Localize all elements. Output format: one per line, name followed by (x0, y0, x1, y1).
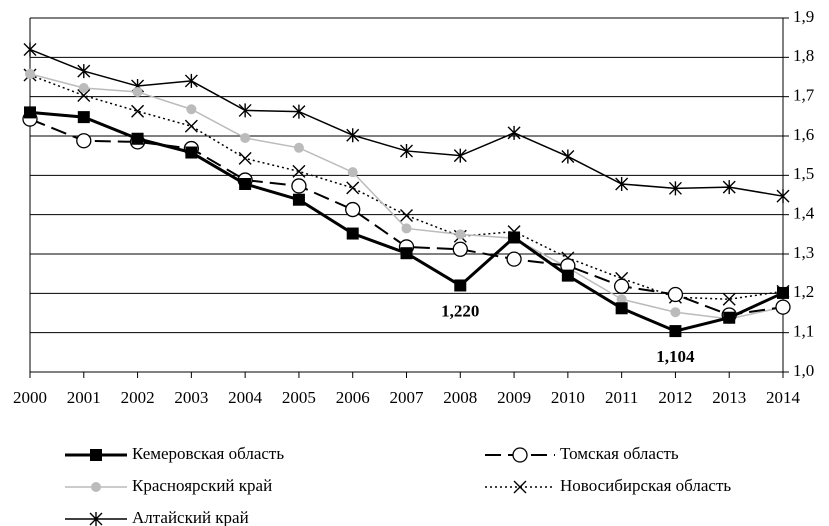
marker (77, 88, 91, 102)
x-tick-label: 2004 (228, 388, 263, 407)
series-line (29, 74, 784, 300)
marker (90, 449, 102, 461)
x-tick-label: 2013 (712, 388, 746, 407)
marker (452, 241, 468, 257)
legend-label: Красноярский край (132, 476, 272, 495)
marker (77, 64, 91, 79)
marker (561, 149, 575, 164)
marker (613, 278, 630, 294)
marker (186, 104, 197, 115)
marker (616, 294, 627, 305)
marker (292, 164, 306, 178)
data-label: 1,220 (441, 301, 479, 320)
y-tick-label: 1,3 (793, 243, 814, 262)
series-line (29, 48, 784, 197)
marker (615, 302, 628, 315)
marker (345, 201, 361, 218)
y-tick-label: 1,9 (793, 7, 814, 26)
marker (454, 279, 467, 292)
x-tick-label: 2011 (605, 388, 638, 407)
marker (238, 103, 252, 118)
marker (346, 227, 359, 240)
marker (131, 104, 145, 118)
marker (723, 311, 736, 324)
marker (131, 132, 144, 145)
x-tick-label: 2000 (13, 388, 47, 407)
x-tick-label: 2001 (67, 388, 101, 407)
marker (400, 247, 413, 260)
marker (78, 83, 89, 94)
x-tick-label: 2010 (551, 388, 585, 407)
marker (25, 68, 35, 79)
x-tick-label: 2014 (766, 388, 801, 407)
marker (132, 86, 143, 97)
marker (184, 73, 198, 88)
legend-label: Алтайский край (132, 508, 249, 526)
marker (347, 167, 358, 178)
marker (240, 132, 251, 143)
marker (185, 146, 198, 159)
marker (23, 42, 37, 57)
marker (561, 269, 574, 282)
marker (776, 189, 790, 204)
marker (89, 512, 103, 526)
marker (453, 148, 467, 163)
y-tick-label: 1,4 (793, 204, 815, 223)
x-tick-label: 2009 (497, 388, 531, 407)
marker (24, 106, 36, 119)
x-tick-label: 2005 (282, 388, 316, 407)
data-label: 1,104 (656, 347, 695, 366)
marker (238, 151, 252, 165)
y-tick-label: 1,1 (793, 322, 814, 341)
marker (184, 119, 198, 133)
marker (722, 292, 736, 306)
y-tick-label: 1,8 (793, 46, 814, 65)
y-tick-label: 1,2 (793, 282, 814, 301)
legend-label: Новосибирская область (560, 476, 731, 495)
x-tick-label: 2007 (390, 388, 425, 407)
marker (722, 180, 736, 195)
marker (292, 193, 305, 206)
x-tick-label: 2006 (336, 388, 370, 407)
legend-label: Кемеровская область (132, 444, 284, 463)
marker (239, 177, 252, 190)
marker (512, 447, 528, 463)
x-tick-label: 2002 (121, 388, 155, 407)
marker (777, 286, 789, 299)
x-tick-label: 2012 (658, 388, 692, 407)
marker (668, 181, 682, 196)
y-tick-label: 1,0 (793, 361, 814, 380)
marker (669, 325, 682, 338)
marker (76, 133, 92, 149)
marker (91, 482, 101, 492)
legend-label: Томская область (560, 444, 679, 463)
y-tick-label: 1,6 (793, 125, 814, 144)
marker (667, 286, 684, 303)
marker (507, 125, 521, 140)
marker (513, 480, 527, 494)
x-tick-label: 2003 (174, 388, 208, 407)
marker (775, 299, 791, 315)
marker (401, 223, 412, 234)
marker (508, 231, 521, 244)
marker (670, 307, 681, 318)
marker (400, 143, 413, 158)
marker (77, 111, 90, 124)
marker (346, 128, 360, 143)
marker (293, 142, 304, 153)
marker (292, 104, 306, 119)
marker (455, 229, 466, 240)
y-tick-label: 1,5 (793, 164, 814, 183)
series-line (29, 73, 784, 320)
marker (291, 178, 307, 194)
x-tick-label: 2008 (443, 388, 477, 407)
marker (615, 176, 629, 191)
y-tick-label: 1,7 (793, 86, 815, 105)
marker (506, 251, 522, 267)
marker (400, 208, 413, 222)
marker (346, 181, 360, 195)
